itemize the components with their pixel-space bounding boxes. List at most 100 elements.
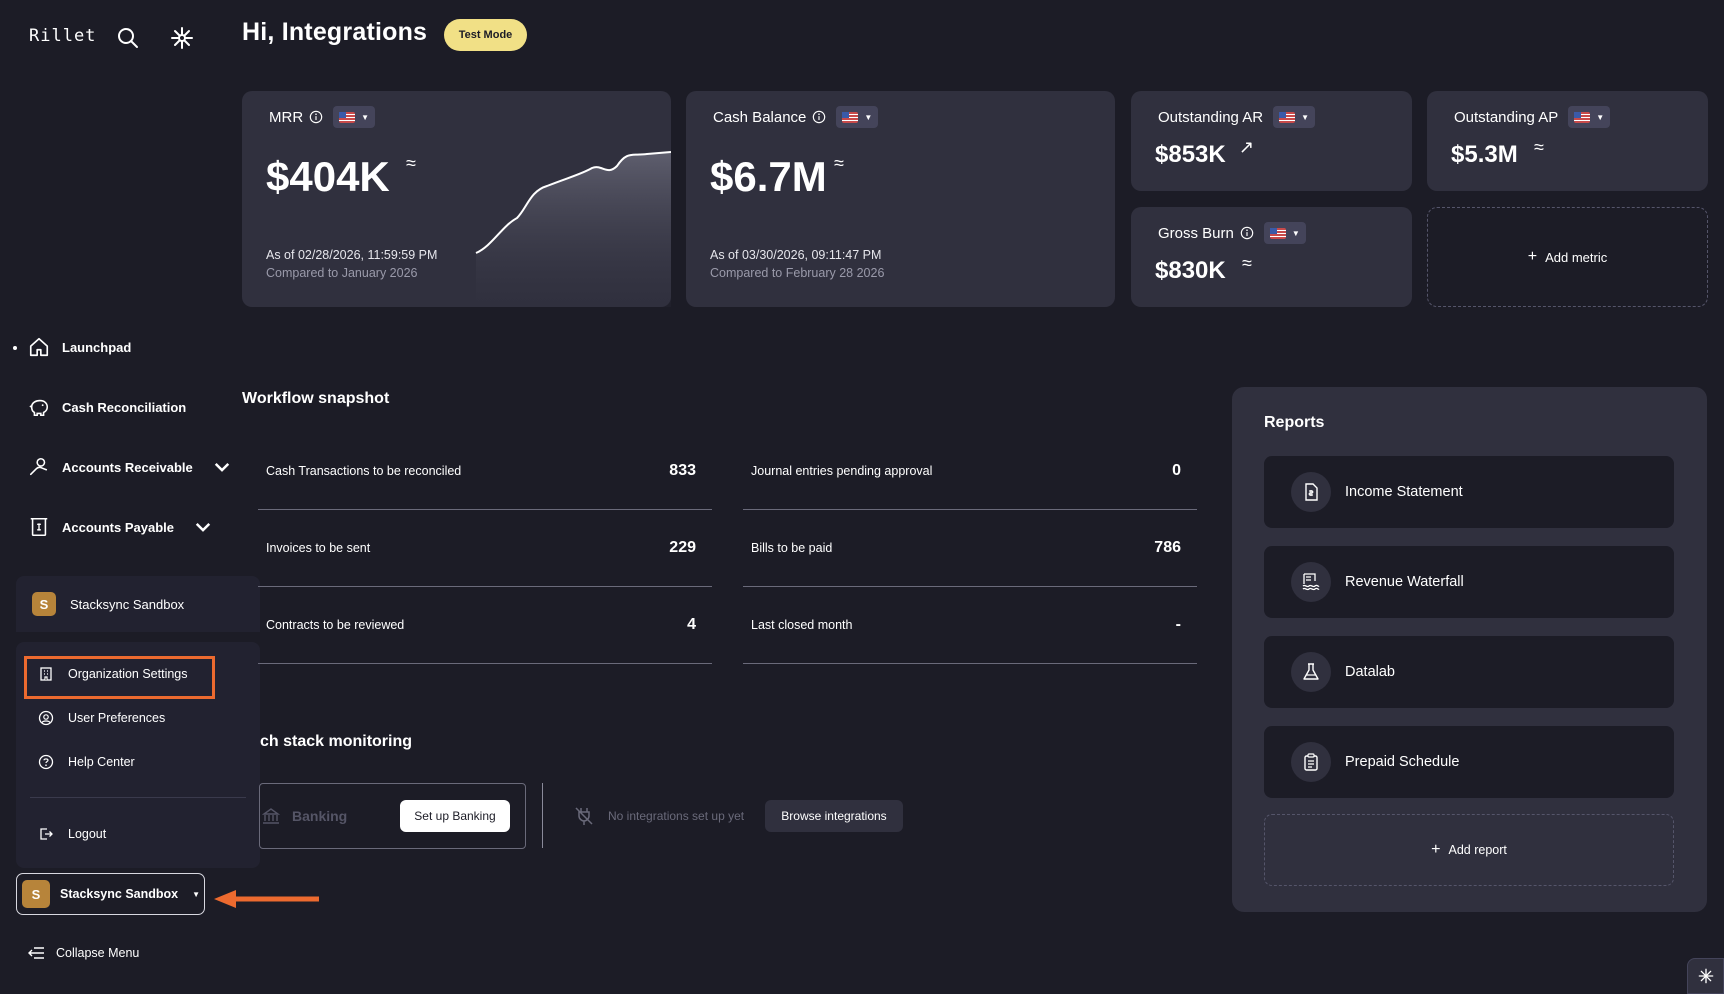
currency-selector[interactable]: ▼ <box>1273 106 1315 128</box>
flask-icon <box>1303 663 1319 680</box>
mrr-value: $404K <box>266 153 390 200</box>
workflow-value: - <box>1175 616 1181 633</box>
document-dollar-icon <box>1305 483 1318 501</box>
us-flag-icon <box>842 111 859 123</box>
sidebar-item-label: Cash Reconciliation <box>62 399 187 415</box>
report-income-statement[interactable]: Income Statement <box>1264 456 1674 528</box>
icon-wrapper <box>1291 562 1331 602</box>
menu-item-label: Organization Settings <box>68 667 188 681</box>
waterfall-icon <box>1302 573 1320 591</box>
mrr-compared: Compared to January 2026 <box>266 266 418 280</box>
report-revenue-waterfall[interactable]: Revenue Waterfall <box>1264 546 1674 618</box>
caret-down-icon: ▼ <box>1301 112 1309 122</box>
cash-balance-card[interactable]: Cash Balance ▼ $6.7M ≈ As of 03/30/2026,… <box>686 91 1115 307</box>
no-integrations-message: No integrations set up yet <box>574 806 744 826</box>
assistant-button[interactable] <box>1687 958 1724 994</box>
currency-selector[interactable]: ▼ <box>1568 106 1611 128</box>
add-metric-label: Add metric <box>1545 249 1608 265</box>
banking-card: Banking Set up Banking <box>259 783 526 849</box>
workflow-row[interactable]: Bills to be paid 786 <box>743 510 1197 587</box>
currency-selector[interactable]: ▼ <box>1263 222 1306 244</box>
workflow-row[interactable]: Contracts to be reviewed 4 <box>258 587 712 664</box>
menu-item-help-center[interactable]: Help Center <box>38 754 135 770</box>
search-icon[interactable] <box>116 26 140 50</box>
info-icon[interactable] <box>1240 226 1254 240</box>
mrr-label: MRR <box>269 108 304 126</box>
outstanding-ar-card[interactable]: Outstanding AR ▼ $853K ↗ <box>1131 91 1412 191</box>
add-report-button[interactable]: + Add report <box>1264 814 1674 886</box>
us-flag-icon <box>1574 111 1591 123</box>
workflow-label: Cash Transactions to be reconciled <box>266 464 462 478</box>
workflow-row[interactable]: Last closed month - <box>743 587 1197 664</box>
cash-label: Cash Balance <box>713 108 807 126</box>
menu-item-label: User Preferences <box>68 711 166 725</box>
org-avatar: S <box>22 880 50 908</box>
highlight-box <box>24 656 215 699</box>
active-indicator <box>13 346 17 350</box>
report-datalab[interactable]: Datalab <box>1264 636 1674 708</box>
sidebar-item-accounts-payable[interactable]: Accounts Payable <box>28 516 214 538</box>
workflow-row[interactable]: Cash Transactions to be reconciled 833 <box>258 433 712 510</box>
workflow-value: 786 <box>1154 539 1181 556</box>
icon-wrapper <box>1291 472 1331 512</box>
org-avatar: S <box>32 592 56 616</box>
workflow-row[interactable]: Journal entries pending approval 0 <box>743 433 1197 510</box>
workflow-value: 833 <box>669 462 696 479</box>
info-icon[interactable] <box>812 110 826 124</box>
banking-label: Banking <box>292 808 348 824</box>
mrr-sparkline <box>475 151 671 307</box>
mrr-as-of: As of 02/28/2026, 11:59:59 PM <box>266 248 438 262</box>
menu-item-label: Logout <box>68 827 107 841</box>
sidebar-item-accounts-receivable[interactable]: Accounts Receivable <box>28 456 233 478</box>
report-prepaid-schedule[interactable]: Prepaid Schedule <box>1264 726 1674 798</box>
report-label: Revenue Waterfall <box>1345 574 1464 590</box>
home-icon <box>29 337 49 357</box>
plus-icon: + <box>1431 841 1441 858</box>
menu-item-organization-settings[interactable]: Organization Settings <box>38 666 188 682</box>
chevron-down-icon <box>214 462 229 472</box>
gross-burn-card[interactable]: Gross Burn ▼ $830K ≈ <box>1131 207 1412 307</box>
mrr-card[interactable]: MRR ▼ $404K ≈ As of 02/28/2026, 11:59:59… <box>242 91 671 307</box>
org-selector-button[interactable]: S Stacksync Sandbox ▼ <box>16 873 205 915</box>
ar-label: Outstanding AR <box>1158 108 1264 126</box>
reports-panel: Reports Income Statement Revenue Waterfa… <box>1232 387 1707 912</box>
cash-value: $6.7M <box>710 153 827 200</box>
org-name: Stacksync Sandbox <box>60 887 179 901</box>
add-metric-button[interactable]: + Add metric <box>1427 207 1708 307</box>
us-flag-icon <box>1269 227 1286 239</box>
ap-value: $5.3M <box>1451 141 1518 168</box>
menu-item-logout[interactable]: Logout <box>38 826 106 842</box>
set-up-banking-button[interactable]: Set up Banking <box>400 800 510 832</box>
building-icon <box>40 667 52 681</box>
icon-wrapper <box>1291 652 1331 692</box>
icon-wrapper <box>1291 742 1331 782</box>
cash-compared: Compared to February 28 2026 <box>710 266 885 280</box>
workflow-label: Invoices to be sent <box>266 541 371 555</box>
workflow-value: 4 <box>687 616 696 633</box>
sidebar-item-launchpad[interactable]: Launchpad <box>28 336 131 358</box>
browse-integrations-button[interactable]: Browse integrations <box>765 800 903 832</box>
sidebar-item-cash-reconciliation[interactable]: Cash Reconciliation <box>28 396 186 418</box>
logout-icon <box>40 828 53 840</box>
currency-selector[interactable]: ▼ <box>333 106 376 128</box>
caret-down-icon: ▼ <box>1596 112 1605 122</box>
test-mode-badge[interactable]: Test Mode <box>444 19 527 51</box>
info-icon[interactable] <box>309 110 323 124</box>
workflow-value: 0 <box>1172 462 1181 479</box>
app-logo[interactable]: Rillet <box>29 26 97 46</box>
currency-selector[interactable]: ▼ <box>836 106 879 128</box>
workflow-row[interactable]: Invoices to be sent 229 <box>258 510 712 587</box>
org-switcher-row[interactable]: S Stacksync Sandbox <box>16 576 260 632</box>
outstanding-ap-card[interactable]: Outstanding AP ▼ $5.3M ≈ <box>1427 91 1708 191</box>
ar-value: $853K <box>1155 141 1226 168</box>
sparkle-icon[interactable] <box>170 26 194 50</box>
plus-icon: + <box>1527 248 1538 265</box>
menu-item-user-preferences[interactable]: User Preferences <box>38 710 165 726</box>
report-label: Datalab <box>1345 664 1395 680</box>
caret-down-icon: ▼ <box>192 889 201 899</box>
sidebar-item-label: Accounts Payable <box>62 519 174 535</box>
workflow-label: Journal entries pending approval <box>751 464 933 478</box>
approx-icon: ≈ <box>1242 253 1252 273</box>
org-name: Stacksync Sandbox <box>70 596 185 612</box>
collapse-menu-button[interactable]: Collapse Menu <box>28 945 139 961</box>
